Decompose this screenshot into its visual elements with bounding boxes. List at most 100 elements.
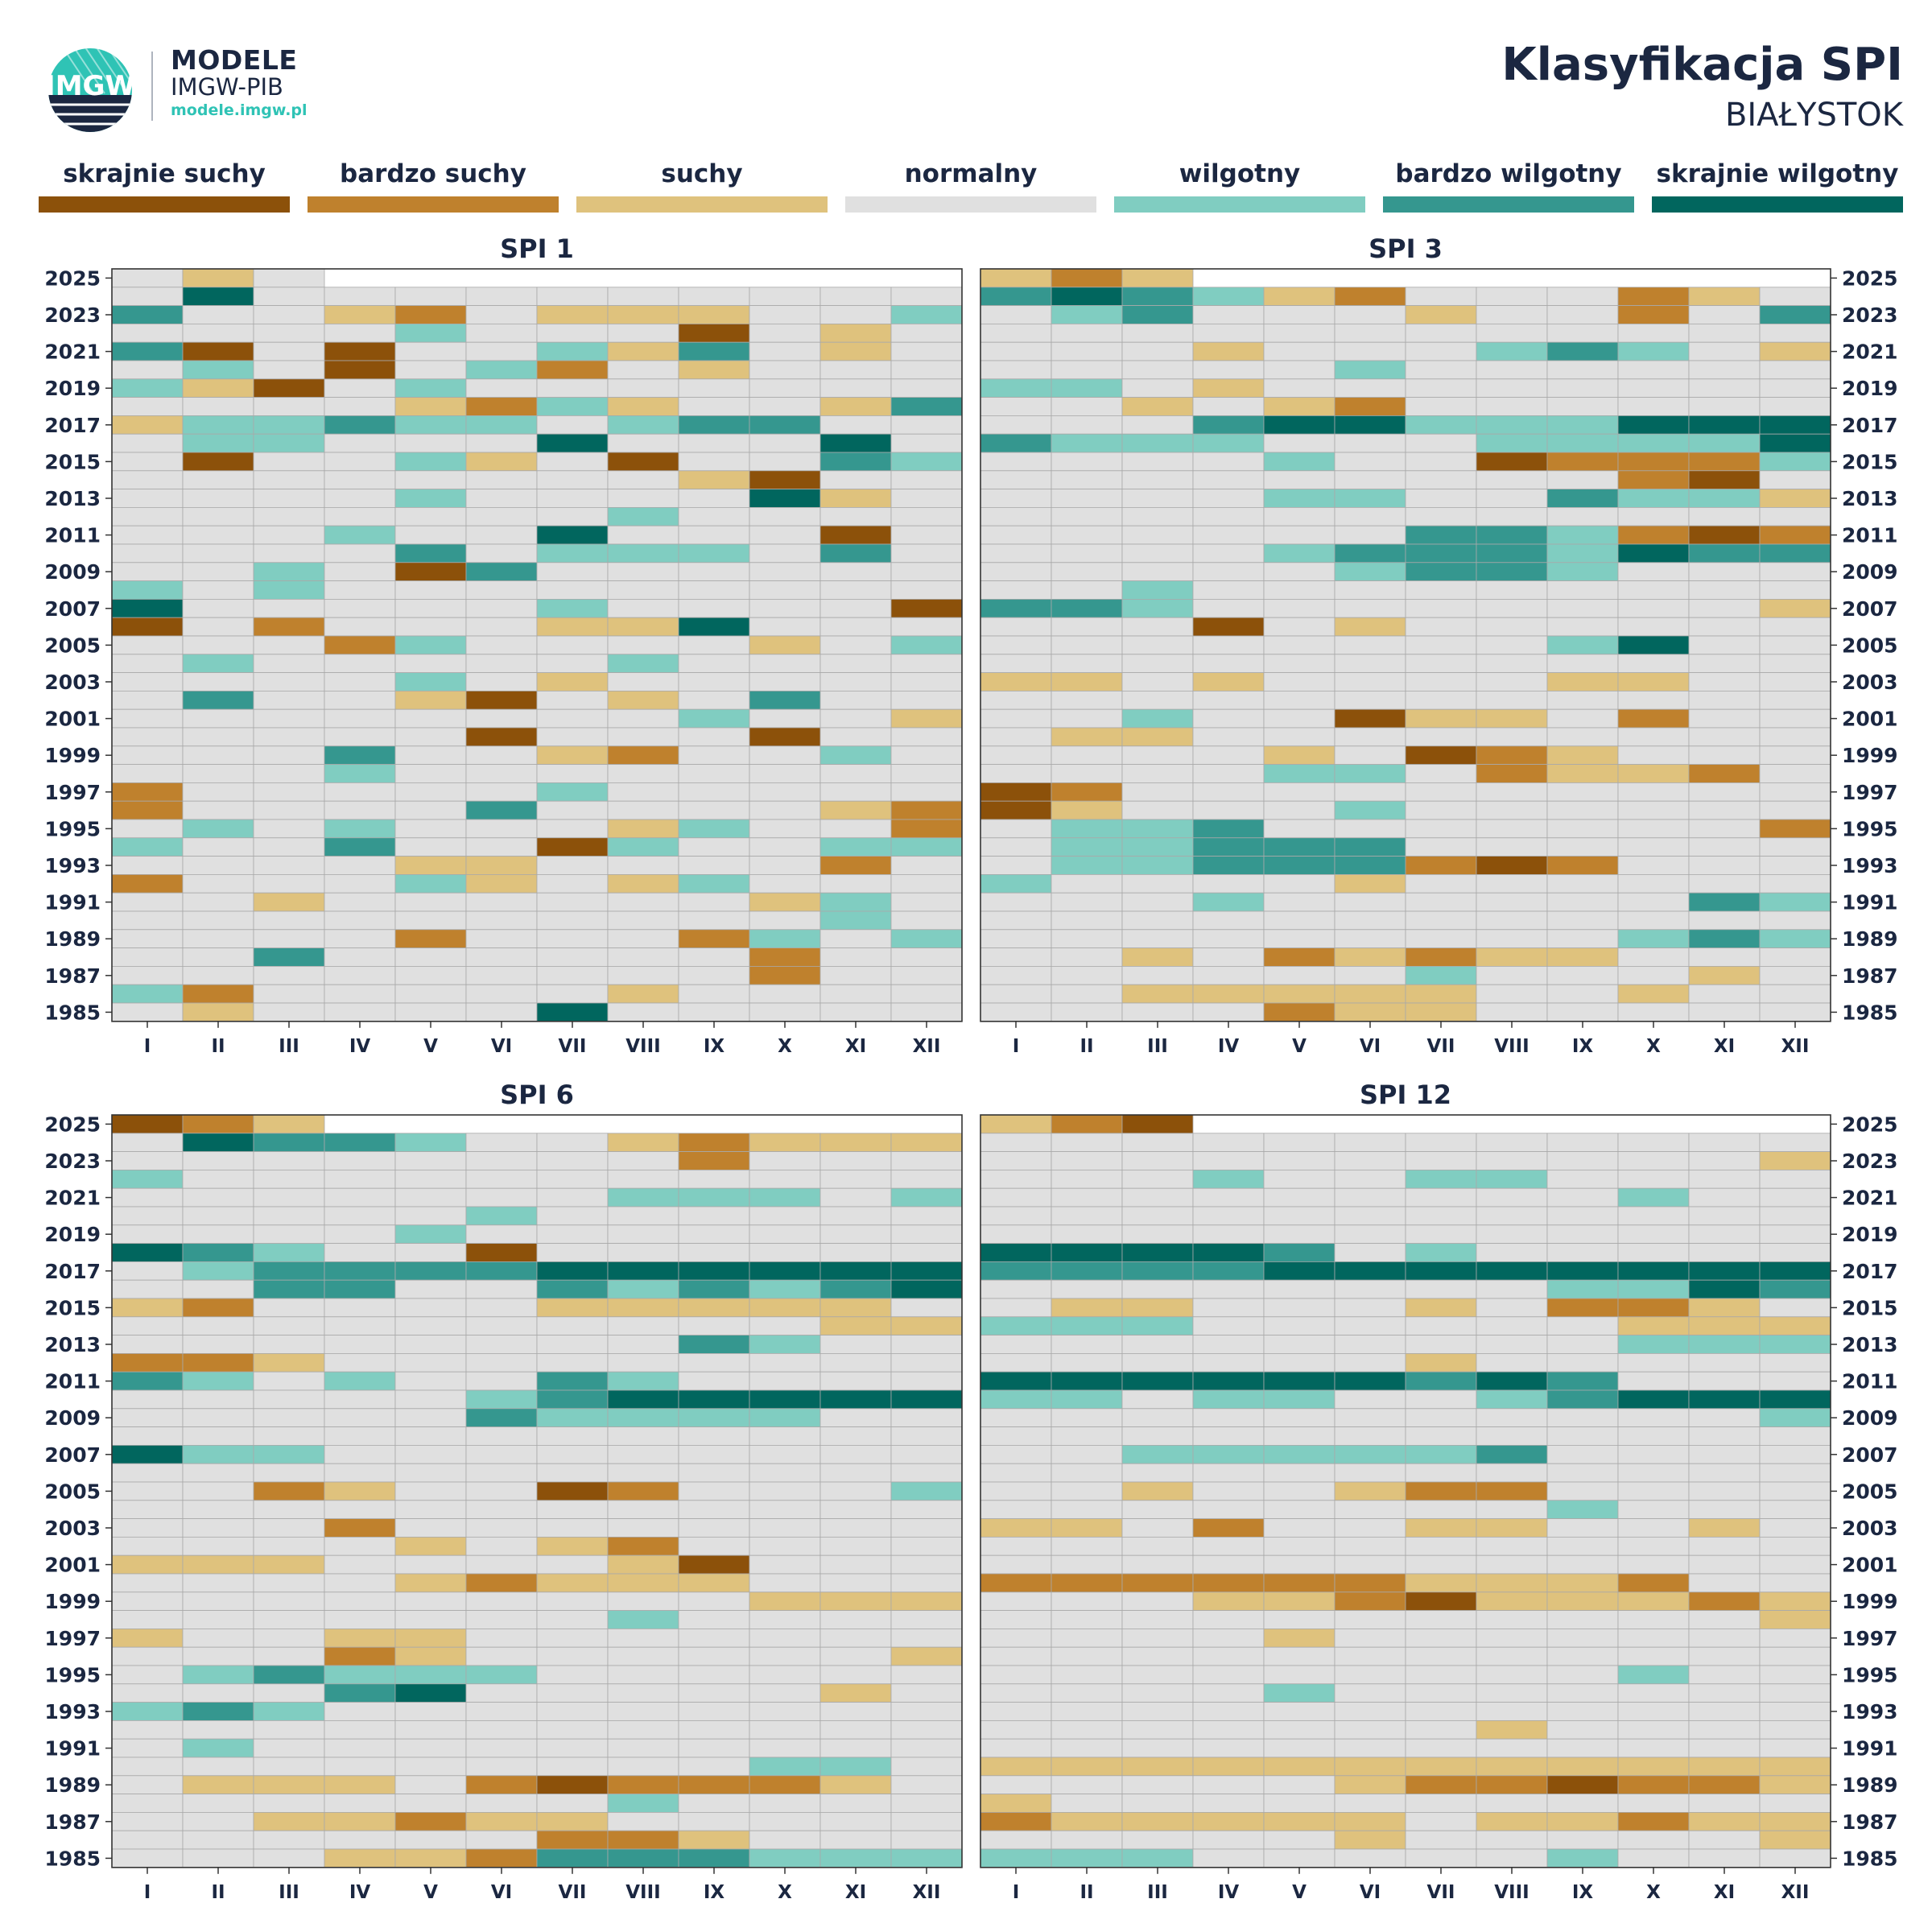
heatmap-cell [536, 1719, 609, 1740]
heatmap-cell [1051, 1445, 1123, 1464]
heatmap-cell [182, 1591, 254, 1612]
heatmap-cell [1617, 489, 1690, 508]
heatmap-cell [182, 1426, 254, 1446]
heatmap-cell [1476, 1775, 1548, 1795]
heatmap-cell [1051, 323, 1123, 343]
y-tick-label: 2021 [44, 1187, 101, 1210]
heatmap-cell [1476, 1848, 1548, 1868]
heatmap-cell [749, 856, 821, 875]
heatmap-cell [890, 708, 963, 729]
heatmap-cell [819, 1481, 892, 1501]
heatmap-cell [253, 378, 325, 398]
heatmap-cell [1759, 1683, 1831, 1703]
heatmap-cell [1617, 1573, 1690, 1593]
heatmap-cell [890, 378, 963, 398]
heatmap-cell [1051, 856, 1123, 875]
heatmap-cell [678, 1353, 750, 1373]
heatmap-cell [678, 745, 750, 765]
heatmap-cell [607, 856, 679, 875]
y-tick-label: 2023 [44, 1150, 101, 1173]
heatmap-cell [749, 562, 821, 581]
heatmap-cell [1688, 1187, 1761, 1208]
panel-title: SPI 6 [500, 1080, 574, 1110]
heatmap-cell [890, 1151, 963, 1170]
heatmap-cell [1405, 1445, 1477, 1464]
heatmap-cell [465, 525, 538, 545]
heatmap-cell [465, 1298, 538, 1318]
heatmap-cell [678, 1811, 750, 1831]
heatmap-cell [1759, 1518, 1831, 1538]
heatmap-cell [324, 1389, 396, 1410]
heatmap-cell [394, 1702, 467, 1721]
y-tick-label: 2003 [44, 1517, 101, 1540]
heatmap-cell [1405, 1554, 1477, 1575]
heatmap-cell [465, 470, 538, 489]
heatmap-cell [1051, 1279, 1123, 1299]
x-tick-label: XI [1714, 1036, 1735, 1057]
heatmap-cell [890, 360, 963, 380]
heatmap-cell [1192, 1665, 1265, 1685]
legend-item: suchy [576, 159, 828, 216]
heatmap-cell [1759, 856, 1831, 875]
heatmap-cell [536, 1371, 609, 1391]
heatmap-cell [253, 1629, 325, 1648]
heatmap-cell [819, 1445, 892, 1464]
heatmap-cell [324, 892, 396, 912]
heatmap-cell [1192, 1554, 1265, 1575]
heatmap-cell [890, 727, 963, 747]
heatmap-cell [1121, 892, 1194, 912]
heatmap-cell [607, 1610, 679, 1629]
heatmap-cell [1121, 507, 1194, 526]
heatmap-cell [678, 452, 750, 472]
heatmap-cell [819, 470, 892, 489]
heatmap-cell [1546, 1002, 1619, 1022]
heatmap-cell [1617, 1811, 1690, 1831]
heatmap-cell [1546, 470, 1619, 489]
heatmap-cell [536, 599, 609, 618]
heatmap-cell [819, 672, 892, 691]
heatmap-cell [749, 691, 821, 710]
heatmap-cell [1759, 1646, 1831, 1666]
heatmap-cell [1405, 1243, 1477, 1262]
heatmap-cell [182, 470, 254, 489]
heatmap-cell [1617, 691, 1690, 710]
heatmap-cell [1263, 1591, 1335, 1612]
heatmap-cell [980, 947, 1052, 967]
heatmap-cell [1617, 1353, 1690, 1373]
heatmap-cell [253, 1811, 325, 1831]
heatmap-cell [1051, 599, 1123, 618]
heatmap-cell [980, 966, 1052, 985]
heatmap-cell [182, 1830, 254, 1850]
heatmap-cell [1617, 378, 1690, 398]
heatmap-cell [1688, 1811, 1761, 1831]
heatmap-cell [182, 287, 254, 306]
heatmap-cell [324, 1738, 396, 1758]
heatmap-cell [182, 305, 254, 324]
heatmap-cell [1688, 856, 1761, 875]
heatmap-cell [324, 800, 396, 820]
heatmap-cell [1617, 1243, 1690, 1262]
heatmap-cell [678, 1757, 750, 1777]
heatmap-cell [1405, 1353, 1477, 1373]
heatmap-cell [536, 1151, 609, 1170]
heatmap-cell [1759, 543, 1831, 564]
heatmap-cell [749, 1830, 821, 1850]
heatmap-cell [253, 819, 325, 839]
heatmap-cell [1476, 1463, 1548, 1483]
heatmap-cell [678, 654, 750, 673]
heatmap-cell [749, 727, 821, 747]
heatmap-cell [1476, 489, 1548, 508]
heatmap-cell [1617, 562, 1690, 581]
heatmap-cell [1121, 1665, 1194, 1685]
heatmap-cell [607, 1683, 679, 1703]
heatmap-cell [1334, 1811, 1406, 1831]
heatmap-cell [819, 1610, 892, 1629]
heatmap-cell [253, 1298, 325, 1318]
heatmap-cell [749, 1170, 821, 1189]
heatmap-cell [253, 1757, 325, 1777]
heatmap-cell [1759, 910, 1831, 931]
heatmap-cell [1334, 764, 1406, 783]
heatmap-cell [1051, 1316, 1123, 1336]
heatmap-cell [1759, 1738, 1831, 1758]
heatmap-cell [1405, 525, 1477, 545]
